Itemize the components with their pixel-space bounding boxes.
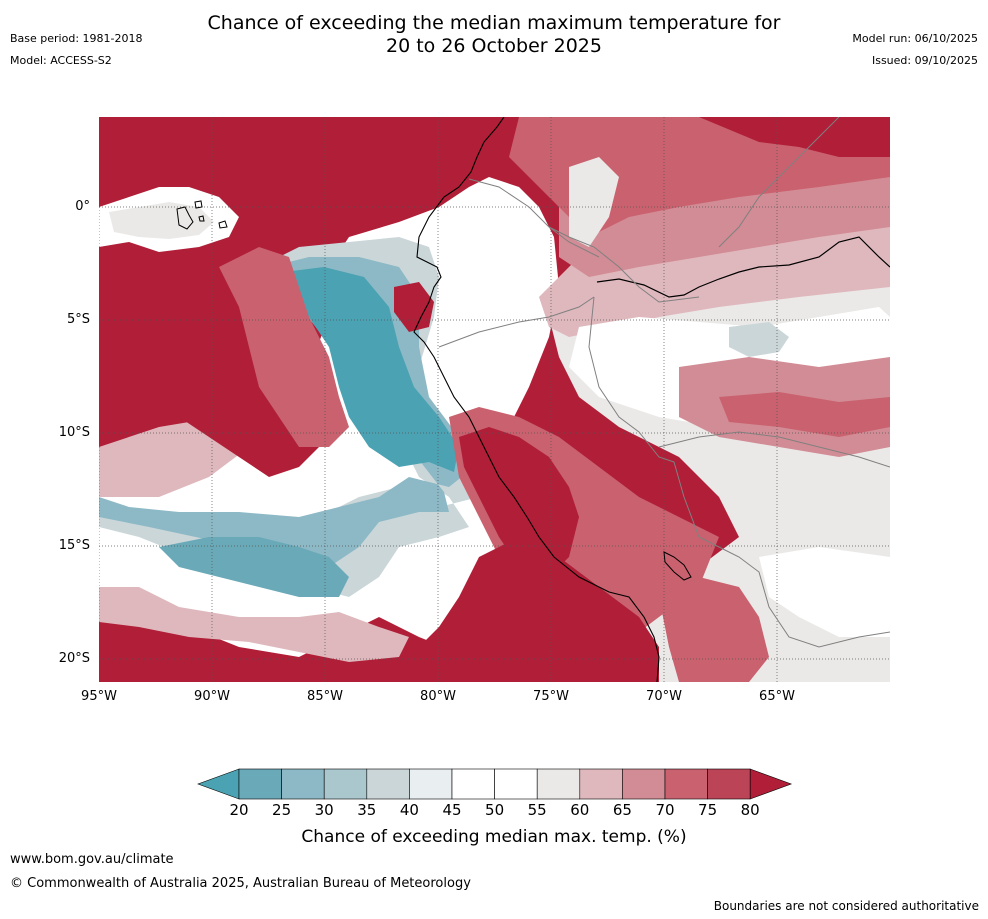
colorbar-tick-label: 70 xyxy=(655,801,675,819)
graticule xyxy=(99,117,890,682)
colorbar-tick-label: 45 xyxy=(442,801,462,819)
base-period: Base period: 1981-2018 xyxy=(10,32,143,45)
region-south-ocean-80 xyxy=(399,537,659,682)
lat-label-15s: 15°S xyxy=(58,538,90,553)
colorbar-segment xyxy=(664,768,708,800)
colorbar-tick-label: 80 xyxy=(740,801,760,819)
lat-label-10s: 10°S xyxy=(58,425,90,440)
region-amazon-warm-75 xyxy=(719,392,890,437)
region-central-land-cool xyxy=(729,322,789,357)
colorbar-tick-label: 60 xyxy=(570,801,590,819)
region-ecuador-coast-warm xyxy=(394,282,434,332)
country-borders xyxy=(438,117,890,648)
colorbar-segment xyxy=(238,768,282,800)
colorbar-tick-label: 55 xyxy=(527,801,547,819)
region-ocean-warm-west xyxy=(99,257,319,477)
colorbar-segment xyxy=(707,768,751,800)
meta-right: Model run: 06/10/2025 Issued: 09/10/2025 xyxy=(852,32,978,76)
galapagos-islands xyxy=(176,200,228,230)
region-galapagos-60 xyxy=(109,202,214,239)
lon-label-90w: 90°W xyxy=(194,689,230,704)
colorbar-tick-label: 25 xyxy=(272,801,292,819)
colorbar-segment xyxy=(536,768,581,800)
colorbar-tick-label: 20 xyxy=(229,801,249,819)
colorbar-segment xyxy=(451,768,495,800)
colorbar-tick-label: 65 xyxy=(612,801,632,819)
lon-label-75w: 75°W xyxy=(533,689,569,704)
region-altiplano-warm xyxy=(659,577,769,682)
amazon-river xyxy=(596,236,890,298)
colorbar-tick-label: 50 xyxy=(485,801,505,819)
colorbar-segment xyxy=(622,768,666,800)
title-line-2: 20 to 26 October 2025 xyxy=(386,35,602,57)
model-name: Model: ACCESS-S2 xyxy=(10,54,112,67)
model-run: Model run: 06/10/2025 xyxy=(852,32,978,45)
colorbar-segment xyxy=(494,768,538,800)
region-southeast-ocean-light xyxy=(99,587,409,662)
lake-titicaca xyxy=(663,551,692,581)
lat-label-0: 0° xyxy=(75,199,90,214)
lon-label-70w: 70°W xyxy=(646,689,682,704)
region-ocean-cool-south xyxy=(159,537,349,597)
colorbar xyxy=(197,768,793,800)
footer-disclaimer: Boundaries are not considered authoritat… xyxy=(713,899,979,913)
probability-map xyxy=(99,117,890,682)
coastline xyxy=(413,117,660,682)
colorbar-segment xyxy=(281,768,325,800)
colorbar-tick-label: 75 xyxy=(698,801,718,819)
lon-label-80w: 80°W xyxy=(420,689,456,704)
colorbar-segment xyxy=(409,768,453,800)
region-colombia-light xyxy=(569,157,619,247)
issued-date: Issued: 09/10/2025 xyxy=(871,54,978,67)
meta-left: Base period: 1981-2018 Model: ACCESS-S2 xyxy=(10,32,142,76)
colorbar-tick-label: 40 xyxy=(399,801,419,819)
colorbar-segment xyxy=(323,768,368,800)
colorbar-title: Chance of exceeding median max. temp. (%… xyxy=(301,827,687,847)
region-ocean-warm-west-2 xyxy=(219,247,349,447)
footer-url[interactable]: www.bom.gov.au/climate xyxy=(10,852,174,867)
colorbar-tick-label: 30 xyxy=(314,801,334,819)
region-peru-coast-80 xyxy=(459,427,579,577)
title-line-1: Chance of exceeding the median maximum t… xyxy=(207,12,781,34)
colorbar-arrow-low xyxy=(197,768,240,800)
lat-label-20s: 20°S xyxy=(58,651,90,666)
colorbar-segments xyxy=(197,768,793,800)
footer-copyright: © Commonwealth of Australia 2025, Austra… xyxy=(10,876,471,891)
lat-label-5s: 5°S xyxy=(66,312,90,327)
colorbar-segment xyxy=(579,768,623,800)
lon-label-85w: 85°W xyxy=(307,689,343,704)
colorbar-segment xyxy=(366,768,410,800)
map-title: Chance of exceeding the median maximum t… xyxy=(0,12,988,58)
colorbar-arrow-high xyxy=(749,768,793,800)
lon-label-65w: 65°W xyxy=(759,689,795,704)
region-ocean-cool-20 xyxy=(284,267,459,472)
lon-label-95w: 95°W xyxy=(81,689,117,704)
region-land-80-north xyxy=(699,117,890,157)
region-bolivia-light xyxy=(759,547,890,637)
colorbar-tick-label: 35 xyxy=(357,801,377,819)
